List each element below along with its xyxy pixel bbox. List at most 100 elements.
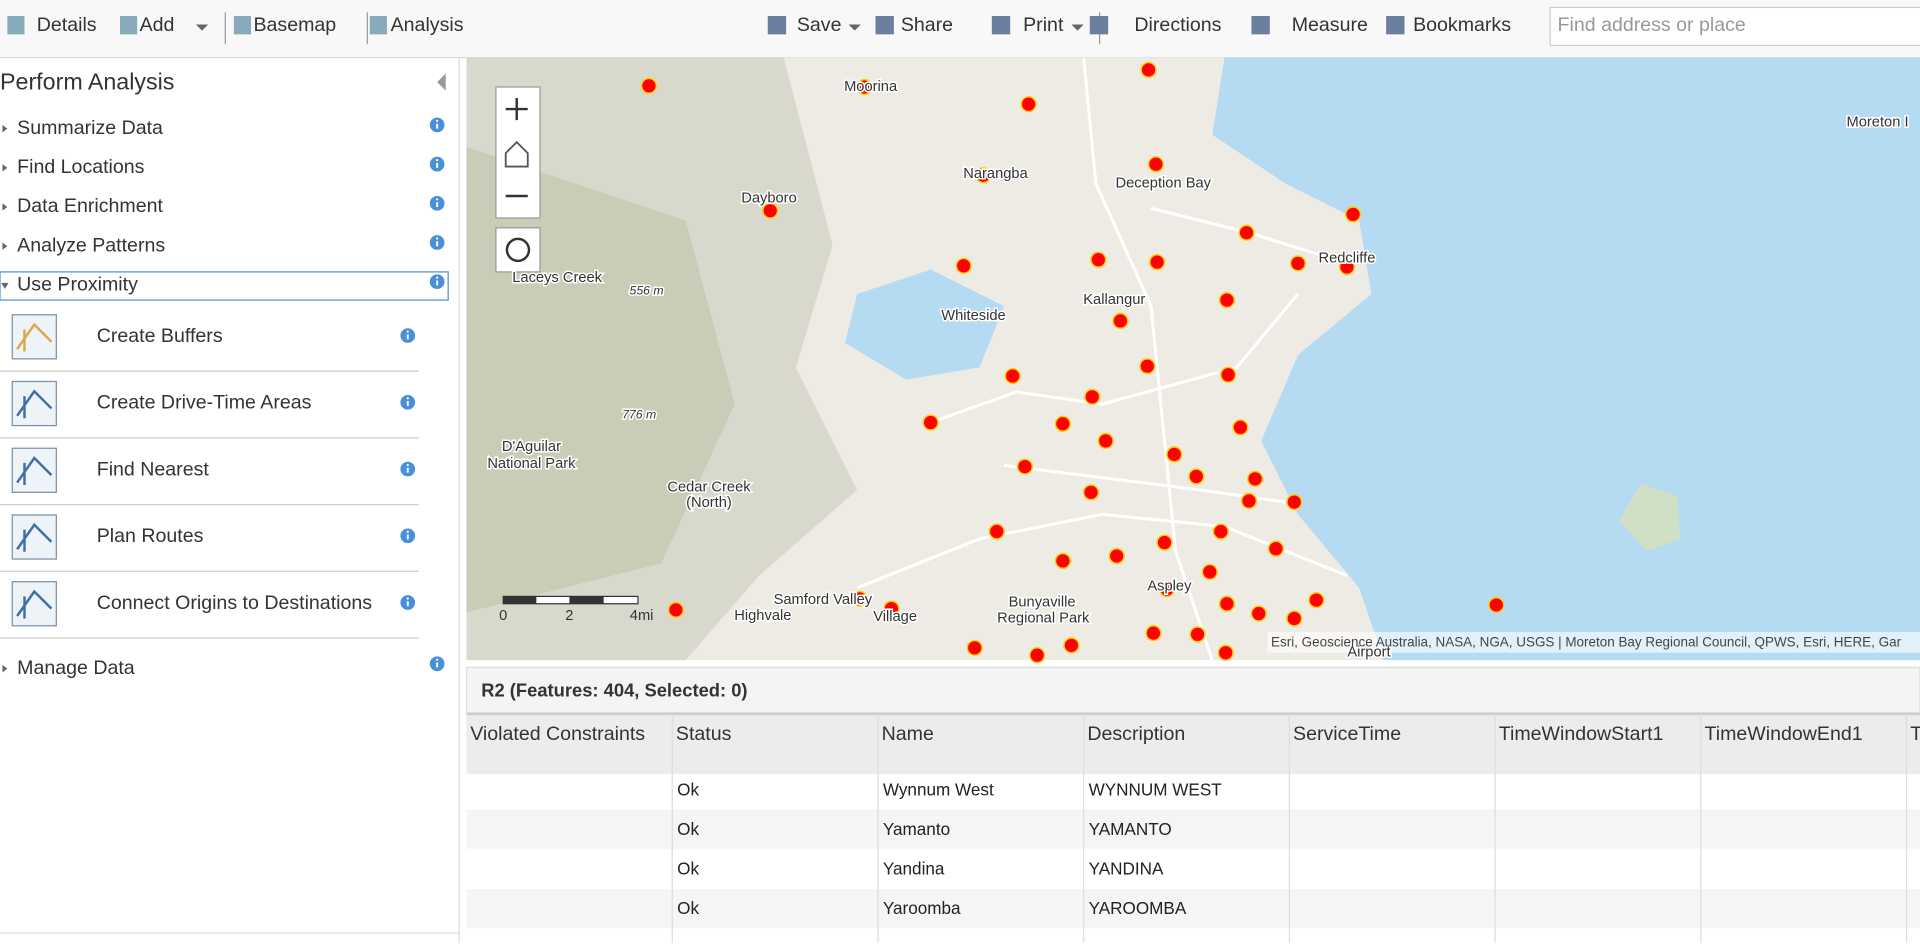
column-header[interactable]: TimeWindowStart1 bbox=[1499, 723, 1664, 745]
table-cell: Yamanto bbox=[883, 819, 950, 839]
dropdown-arrow bbox=[1071, 24, 1084, 31]
table-row bbox=[466, 889, 1920, 929]
expander bbox=[2, 124, 8, 133]
category[interactable]: Analyze Patterns bbox=[17, 234, 165, 256]
info-glyph bbox=[406, 597, 409, 600]
tool-icon-glyph bbox=[16, 589, 53, 619]
column-header[interactable]: Violated Constraints bbox=[470, 723, 645, 745]
toolbar-button[interactable]: Share bbox=[901, 14, 953, 36]
point bbox=[1218, 595, 1236, 612]
map-label: Dayboro bbox=[741, 190, 797, 206]
toolbar-icon bbox=[369, 15, 387, 35]
expander bbox=[2, 242, 8, 250]
info-glyph bbox=[406, 397, 409, 400]
map-label: Samford Valley bbox=[774, 592, 873, 608]
table-cell: WYNNUM WEST bbox=[1089, 780, 1223, 800]
category[interactable]: Summarize Data bbox=[17, 117, 163, 139]
info-glyph bbox=[436, 276, 439, 279]
search-box[interactable] bbox=[1549, 6, 1920, 46]
expander bbox=[2, 664, 8, 673]
column-header[interactable]: Status bbox=[676, 723, 732, 745]
toolbar-button[interactable]: Print bbox=[1023, 14, 1064, 36]
info-glyph bbox=[436, 198, 439, 201]
tool[interactable]: Plan Routes bbox=[97, 525, 204, 547]
category[interactable]: Use Proximity bbox=[17, 274, 138, 296]
zoom-in[interactable] bbox=[505, 98, 528, 121]
info-glyph bbox=[406, 530, 409, 533]
map-label: Moreton I bbox=[1847, 114, 1909, 130]
toolbar-icon bbox=[991, 15, 1011, 35]
map-label: Deception Bay bbox=[1115, 176, 1211, 192]
point bbox=[1218, 291, 1236, 309]
point bbox=[667, 601, 684, 618]
tool[interactable]: Find Nearest bbox=[97, 458, 210, 480]
point bbox=[1212, 523, 1229, 540]
category[interactable]: Data Enrichment bbox=[17, 195, 163, 217]
toolbar-button[interactable]: Analysis bbox=[391, 14, 464, 36]
locate[interactable] bbox=[495, 227, 541, 273]
point bbox=[1247, 470, 1264, 487]
table-cell: YANDINA bbox=[1089, 858, 1164, 878]
toolbar-button[interactable]: Directions bbox=[1134, 14, 1221, 36]
column-header[interactable]: ServiceTime bbox=[1293, 723, 1401, 745]
toolbar-icon bbox=[7, 15, 25, 35]
tool[interactable]: Connect Origins to Destinations bbox=[97, 592, 373, 614]
table-row bbox=[466, 849, 1920, 888]
point bbox=[1020, 96, 1037, 113]
scale-label: 4mi bbox=[630, 608, 654, 624]
point bbox=[1004, 367, 1021, 385]
point bbox=[1344, 206, 1362, 223]
attribution: Esri, Geoscience Australia, NASA, NGA, U… bbox=[1271, 634, 1902, 649]
column-header[interactable]: TimeWindowEnd1 bbox=[1704, 723, 1862, 745]
point bbox=[856, 78, 873, 96]
tool[interactable]: Create Drive-Time Areas bbox=[97, 392, 312, 414]
map-label: Aspley bbox=[1147, 578, 1192, 594]
lake bbox=[844, 269, 1005, 380]
map-label: D'Aguilar bbox=[502, 439, 561, 455]
column-header[interactable]: T bbox=[1910, 723, 1920, 745]
table-row bbox=[466, 775, 1920, 809]
tool-icon-glyph bbox=[16, 522, 53, 552]
collapse-button[interactable] bbox=[437, 73, 446, 91]
point bbox=[1189, 626, 1206, 643]
column-header[interactable]: Description bbox=[1087, 723, 1185, 745]
expander bbox=[1, 282, 9, 290]
point bbox=[1220, 366, 1237, 383]
map-label: Airport bbox=[1347, 645, 1390, 661]
toolbar-button[interactable]: Details bbox=[37, 14, 97, 36]
home[interactable] bbox=[504, 140, 529, 168]
tool-icon bbox=[11, 380, 57, 427]
point bbox=[922, 414, 939, 431]
category[interactable]: Manage Data bbox=[17, 657, 135, 679]
toolbar-button[interactable]: Save bbox=[797, 14, 842, 36]
point bbox=[988, 523, 1005, 540]
tool-icon bbox=[11, 314, 57, 360]
info-glyph bbox=[436, 159, 439, 162]
point bbox=[1267, 540, 1284, 557]
column-header[interactable]: Name bbox=[882, 723, 934, 745]
tool[interactable]: Create Buffers bbox=[97, 325, 223, 347]
dropdown-arrow bbox=[848, 24, 861, 31]
table-row bbox=[466, 929, 1920, 943]
point bbox=[1238, 224, 1255, 241]
point bbox=[1286, 610, 1303, 627]
point bbox=[1090, 251, 1107, 268]
scale-label: 2 bbox=[565, 608, 573, 624]
tool-icon bbox=[11, 581, 57, 627]
attribution-bg bbox=[1267, 631, 1920, 653]
toolbar-button[interactable]: Add bbox=[140, 14, 175, 36]
toolbar-button[interactable]: Bookmarks bbox=[1413, 14, 1511, 36]
toolbar-button[interactable]: Measure bbox=[1292, 14, 1368, 36]
toolbar-icon bbox=[767, 15, 787, 35]
point bbox=[1112, 312, 1129, 329]
map-label: Kallangur bbox=[1083, 292, 1145, 308]
scale-bar bbox=[569, 596, 604, 604]
map-label: Whiteside bbox=[941, 308, 1006, 324]
table-cell: Ok bbox=[677, 858, 699, 878]
toolbar-button[interactable]: Basemap bbox=[253, 14, 336, 36]
point bbox=[1097, 432, 1114, 449]
category[interactable]: Find Locations bbox=[17, 156, 145, 178]
table-cell: Ok bbox=[677, 898, 699, 918]
point bbox=[1139, 358, 1156, 375]
